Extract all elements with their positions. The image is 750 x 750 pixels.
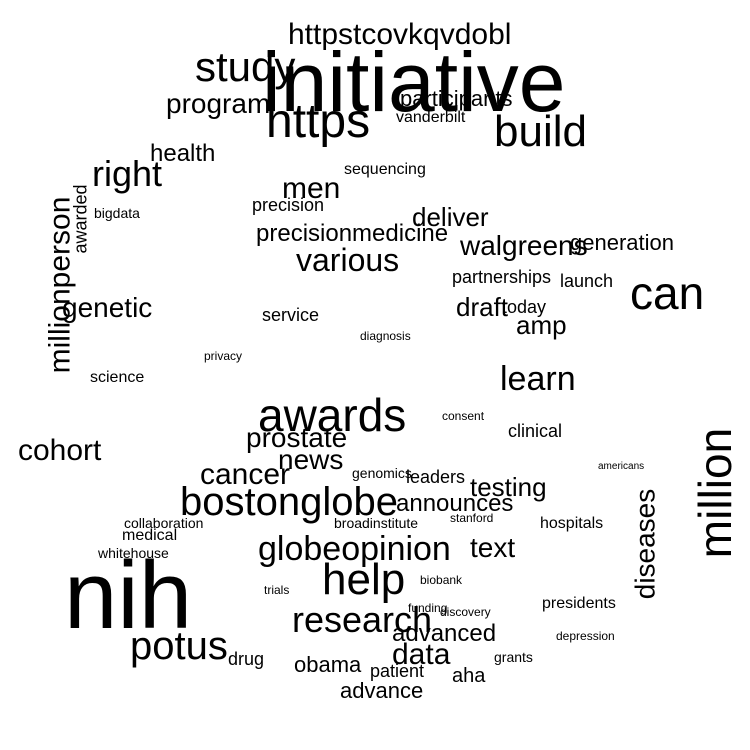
cloud-word: bostonglobe <box>180 480 398 524</box>
cloud-word: right <box>92 153 163 194</box>
cloud-word: announces <box>396 490 514 517</box>
cloud-word: deliver <box>412 202 489 232</box>
cloud-word: advanced <box>392 620 497 647</box>
cloud-word: text <box>470 532 516 563</box>
cloud-word: cohort <box>18 434 102 467</box>
cloud-word: cancer <box>200 458 291 491</box>
cloud-word: biobank <box>420 573 463 587</box>
cloud-word: depression <box>556 629 615 643</box>
cloud-word: precisionmedicine <box>256 220 449 247</box>
cloud-word: grants <box>494 649 533 665</box>
cloud-word: can <box>630 267 705 319</box>
cloud-word: initiative <box>262 35 566 129</box>
cloud-word: awarded <box>70 184 91 254</box>
cloud-word: funding <box>408 601 448 615</box>
cloud-word: clinical <box>508 421 563 441</box>
cloud-word: whitehouse <box>98 545 169 561</box>
cloud-word: genomics <box>352 465 412 481</box>
cloud-word: obama <box>294 652 362 677</box>
cloud-word: potus <box>130 624 228 668</box>
cloud-word: leaders <box>406 467 466 487</box>
cloud-word: learn <box>500 360 576 398</box>
cloud-word: walgreens <box>460 230 588 261</box>
cloud-word: aha <box>452 665 486 687</box>
cloud-word: testing <box>470 472 547 502</box>
cloud-word: prostate <box>246 422 348 453</box>
cloud-word: trials <box>264 583 290 597</box>
cloud-word: today <box>502 297 547 317</box>
cloud-word: million <box>689 427 742 559</box>
cloud-word: health <box>150 140 216 167</box>
cloud-word: consent <box>442 409 485 423</box>
cloud-word: partnerships <box>452 267 552 287</box>
cloud-word: patient <box>370 661 425 681</box>
cloud-word: program <box>166 88 271 119</box>
cloud-word: https <box>266 95 371 148</box>
cloud-word: diagnosis <box>360 329 411 343</box>
cloud-word: sequencing <box>344 161 426 178</box>
cloud-word: globeopinion <box>258 530 451 568</box>
cloud-word: research <box>292 599 433 640</box>
cloud-word: data <box>392 638 451 671</box>
cloud-word: httpstcovkqvdobl <box>288 18 512 51</box>
cloud-word: medical <box>122 527 178 544</box>
cloud-word: draft <box>456 292 509 322</box>
cloud-word: bigdata <box>94 205 140 221</box>
cloud-word: science <box>90 369 145 386</box>
cloud-word: broadinstitute <box>334 515 419 531</box>
cloud-word: participants <box>400 86 513 111</box>
cloud-word: stanford <box>450 511 494 525</box>
cloud-word: various <box>296 242 400 278</box>
cloud-word: advance <box>340 678 424 703</box>
cloud-word: precision <box>252 195 325 215</box>
cloud-word: presidents <box>542 595 616 612</box>
cloud-word: build <box>494 107 587 156</box>
cloud-word: discovery <box>440 605 491 619</box>
cloud-word: service <box>262 305 320 325</box>
cloud-word: vanderbilt <box>396 109 466 126</box>
cloud-word: news <box>278 444 344 475</box>
cloud-word: nih <box>64 542 193 649</box>
cloud-word: men <box>282 172 341 205</box>
cloud-word: awards <box>258 389 407 441</box>
cloud-word: launch <box>560 271 614 291</box>
cloud-word: diseases <box>629 488 661 600</box>
cloud-word: study <box>195 43 296 90</box>
cloud-word: collaboration <box>124 515 204 531</box>
cloud-word: americans <box>598 461 645 472</box>
cloud-word: genetic <box>62 292 153 323</box>
cloud-word: privacy <box>204 349 243 363</box>
cloud-word: help <box>322 555 406 604</box>
cloud-word: amp <box>516 310 567 340</box>
cloud-word: drug <box>228 649 265 669</box>
cloud-word: hospitals <box>540 515 604 532</box>
cloud-word: generation <box>570 230 674 255</box>
